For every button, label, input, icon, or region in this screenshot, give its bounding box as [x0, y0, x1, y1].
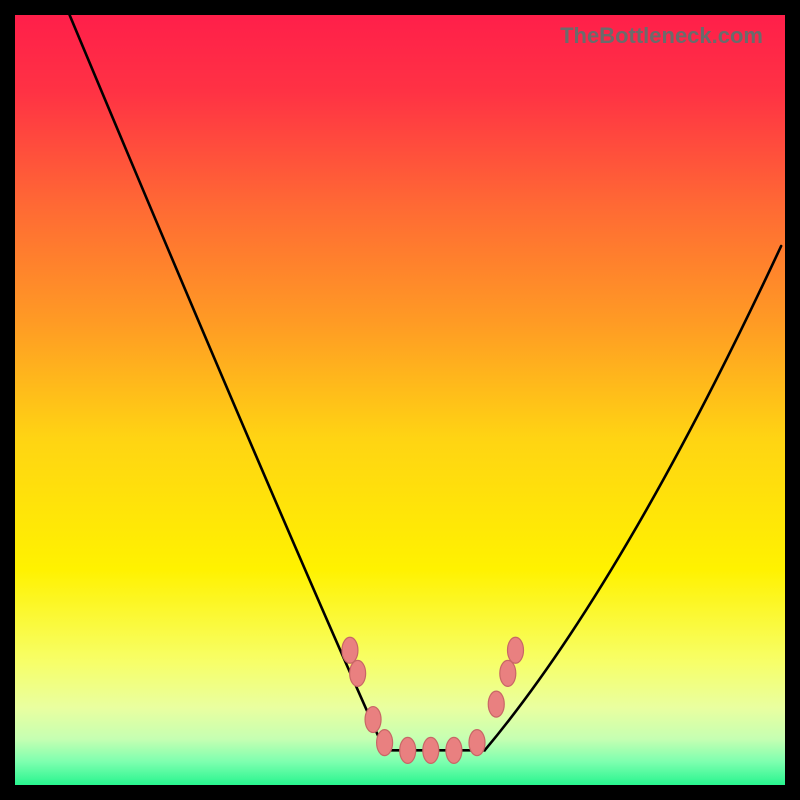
marker-point [350, 660, 366, 686]
bottleneck-curve-left [54, 15, 385, 750]
marker-point [508, 637, 524, 663]
marker-group [342, 637, 524, 763]
watermark-text: TheBottleneck.com [560, 23, 763, 49]
marker-point [488, 691, 504, 717]
marker-point [423, 737, 439, 763]
marker-point [469, 730, 485, 756]
marker-point [400, 737, 416, 763]
marker-point [446, 737, 462, 763]
marker-point [500, 660, 516, 686]
marker-point [365, 707, 381, 733]
chart-canvas: TheBottleneck.com [0, 0, 800, 800]
plot-area: TheBottleneck.com [15, 15, 785, 785]
marker-point [377, 730, 393, 756]
curve-layer [15, 15, 785, 785]
marker-point [342, 637, 358, 663]
bottleneck-curve-right [485, 246, 781, 750]
